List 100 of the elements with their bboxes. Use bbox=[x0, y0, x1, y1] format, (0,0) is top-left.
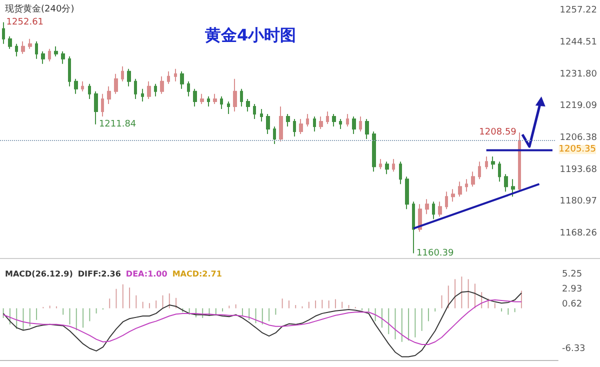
candlestick bbox=[260, 108, 263, 122]
candlestick bbox=[246, 98, 250, 112]
candlestick bbox=[293, 118, 296, 138]
candlestick bbox=[187, 80, 190, 97]
candlestick bbox=[200, 93, 204, 104]
candlestick bbox=[2, 22, 5, 44]
candlestick bbox=[451, 188, 455, 202]
annotation: DEA:1.00 bbox=[126, 270, 168, 278]
text: 黄金4小时图 bbox=[204, 26, 296, 44]
candlestick bbox=[54, 46, 58, 57]
candlestick bbox=[8, 36, 12, 50]
candlestick bbox=[339, 118, 342, 130]
candlestick bbox=[471, 171, 475, 188]
candlestick bbox=[213, 93, 217, 104]
y-tick-label: 2.93 bbox=[562, 284, 582, 294]
candlestick bbox=[68, 56, 71, 87]
line-series bbox=[2, 290, 522, 358]
text: 现货黄金(240分) bbox=[5, 4, 74, 14]
annotation: 1211.84 bbox=[98, 119, 136, 130]
candlestick bbox=[28, 38, 32, 50]
candlestick bbox=[511, 178, 515, 198]
candlestick bbox=[193, 88, 197, 107]
candlestick bbox=[279, 106, 283, 142]
candlestick bbox=[74, 78, 78, 94]
candlestick bbox=[379, 158, 382, 170]
candlestick bbox=[147, 80, 151, 100]
candlestick bbox=[372, 131, 376, 172]
candlestick bbox=[134, 78, 137, 100]
candlestick bbox=[21, 40, 25, 54]
candlestick bbox=[220, 96, 223, 110]
y-tick-label: 1168.26 bbox=[560, 228, 598, 239]
y-tick-label: 5.25 bbox=[562, 269, 582, 280]
y-tick-label: 1193.68 bbox=[560, 164, 598, 175]
candlestick bbox=[359, 116, 362, 132]
candlestick bbox=[445, 191, 448, 210]
y-tick-label: 1231.80 bbox=[560, 69, 598, 80]
annotation: MACD:2.71 bbox=[172, 270, 222, 278]
candlestick bbox=[352, 116, 356, 135]
candlestick bbox=[154, 83, 157, 97]
y-tick-label: -6.33 bbox=[562, 344, 586, 354]
candlestick bbox=[227, 100, 230, 114]
candlestick bbox=[313, 116, 316, 132]
candlestick bbox=[491, 156, 495, 170]
candlestick bbox=[94, 90, 98, 125]
candlestick bbox=[35, 40, 38, 60]
candlestick bbox=[61, 50, 65, 64]
annotation: 1208.59 bbox=[479, 128, 517, 138]
candlestick bbox=[273, 126, 276, 145]
candlestick bbox=[418, 204, 422, 232]
candlestick bbox=[332, 113, 336, 127]
candlestick bbox=[180, 70, 184, 90]
candlestick bbox=[121, 66, 124, 82]
candlestick bbox=[518, 132, 521, 192]
candlestick bbox=[399, 161, 402, 185]
candlestick bbox=[365, 118, 369, 140]
candlestick bbox=[41, 50, 45, 64]
y-tick-label: 1257.22 bbox=[560, 6, 597, 16]
candlestick bbox=[458, 181, 462, 198]
candlestick bbox=[346, 113, 349, 127]
y-tick-label: 1180.97 bbox=[560, 196, 597, 207]
candlestick bbox=[48, 48, 51, 62]
y-tick-label: 1244.51 bbox=[560, 38, 597, 48]
candlestick bbox=[286, 113, 290, 127]
candlestick bbox=[253, 103, 256, 120]
candlestick bbox=[438, 201, 442, 218]
candlestick bbox=[412, 201, 415, 254]
candlestick bbox=[485, 156, 488, 170]
candlestick bbox=[167, 70, 170, 84]
candlestick bbox=[425, 198, 429, 215]
annotation: 1160.39 bbox=[416, 248, 454, 258]
candlestick bbox=[160, 76, 164, 94]
candlestick bbox=[465, 178, 468, 192]
candlestick bbox=[392, 158, 395, 172]
candlestick bbox=[107, 86, 111, 104]
candlestick bbox=[478, 161, 481, 180]
annotation: DIFF:2.36 bbox=[78, 270, 122, 278]
candlestick bbox=[240, 88, 243, 107]
candlestick bbox=[114, 73, 118, 94]
candlestick bbox=[326, 110, 329, 124]
candlestick bbox=[319, 116, 323, 130]
candlestick bbox=[432, 201, 435, 220]
line-series bbox=[2, 299, 522, 345]
ref-line-label: 1205.35 bbox=[558, 144, 596, 155]
annotation: 1252.61 bbox=[6, 17, 44, 28]
candlestick bbox=[385, 161, 389, 175]
candlestick bbox=[15, 43, 18, 57]
y-tick-label: 1219.09 bbox=[560, 101, 598, 112]
y-tick-label: 0.62 bbox=[562, 299, 582, 310]
candlestick bbox=[174, 68, 177, 82]
candlestick bbox=[233, 78, 237, 112]
candlestick bbox=[127, 68, 131, 87]
y-tick-label: 1206.38 bbox=[560, 133, 598, 144]
candlestick bbox=[266, 113, 270, 135]
candlestick bbox=[306, 113, 309, 127]
candlestick bbox=[81, 80, 84, 92]
candlestick bbox=[498, 161, 501, 182]
text: MACD(26.12.9) bbox=[5, 270, 73, 278]
candlestick bbox=[141, 88, 144, 102]
candlestick bbox=[299, 118, 303, 135]
candlestick bbox=[504, 174, 508, 192]
